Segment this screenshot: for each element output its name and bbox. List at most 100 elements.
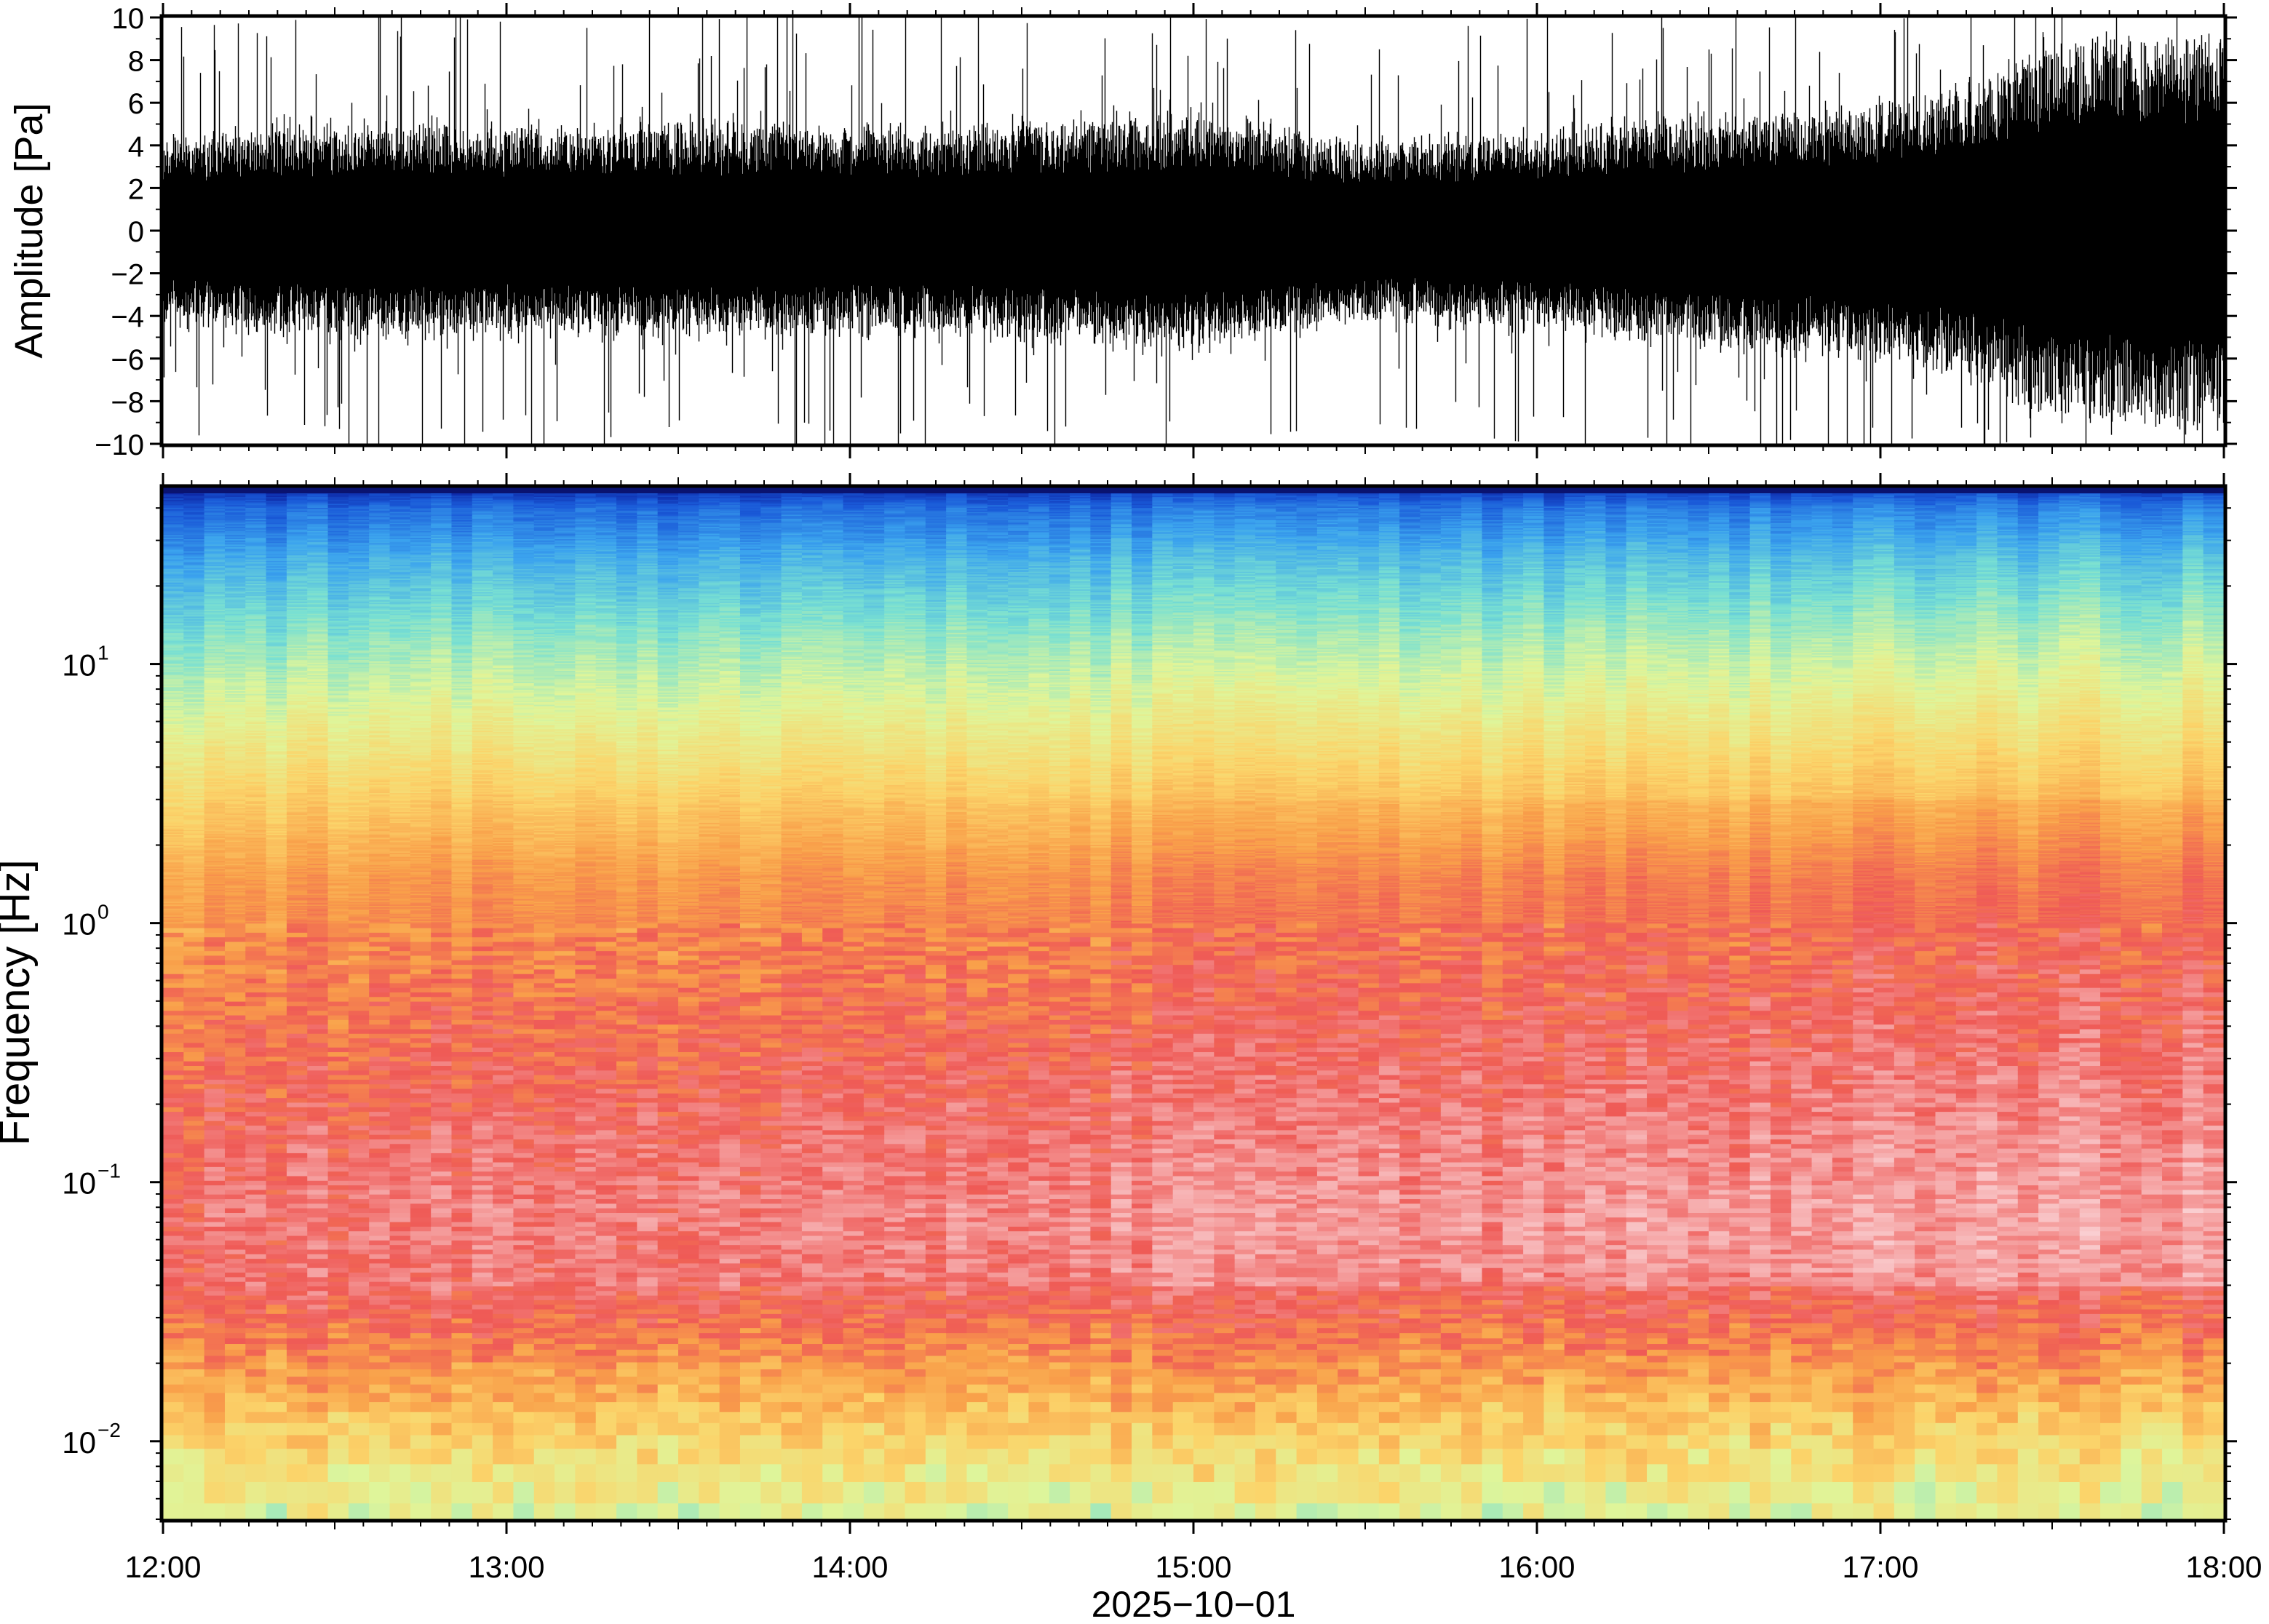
spectrogram-cell — [349, 1135, 370, 1140]
spectrogram-cell — [369, 1029, 390, 1034]
spectrogram-cell — [349, 1296, 370, 1301]
spectrogram-cell — [349, 1181, 370, 1186]
spectrogram-cell — [307, 1080, 328, 1085]
spectrogram-cell — [266, 1464, 287, 1482]
spectrogram-cell — [163, 1310, 184, 1315]
spectrogram-cell — [163, 1016, 184, 1021]
spectrogram-cell — [266, 1296, 287, 1301]
spectrogram-cell — [287, 1080, 308, 1085]
spectrogram-cell — [287, 1245, 308, 1250]
spectrogram-cell — [266, 1350, 287, 1356]
spectrogram-cell — [245, 1222, 266, 1227]
spectrogram-cell — [245, 1333, 266, 1339]
spectrogram-cell — [163, 1217, 184, 1222]
spectrogram-cell — [163, 1135, 184, 1140]
spectrogram-cell — [307, 951, 328, 956]
spectrogram-cell — [287, 1158, 308, 1163]
spectrogram-cell — [287, 1070, 308, 1075]
spectrogram-cell — [245, 1020, 266, 1025]
spectrogram-cell — [183, 1176, 204, 1181]
spectrogram-cell — [266, 988, 287, 993]
spectrogram-cell — [245, 1052, 266, 1057]
spectrogram-cell — [163, 1412, 184, 1424]
spectrogram-cell — [204, 1135, 226, 1140]
spectrogram-cell — [245, 1338, 266, 1344]
spectrogram-cell — [307, 1268, 328, 1273]
spectrogram-cell — [369, 1217, 390, 1222]
spectrogram-cell — [225, 1236, 246, 1241]
spectrogram-panel: 10110010−110−2 12:00 13:00 14:00 15:00 16:00… — [0, 473, 2262, 1624]
spectrogram-cell — [328, 1259, 349, 1264]
spectrogram-cell — [225, 1393, 246, 1403]
spectrogram-cell — [183, 1482, 204, 1504]
spectrogram-cell — [287, 947, 308, 952]
spectrogram-cell — [204, 1130, 226, 1135]
spectrogram-cell — [349, 1167, 370, 1172]
spectrogram-cell — [163, 1344, 184, 1350]
spectrogram-cell — [163, 1163, 184, 1168]
spectrogram-cell — [349, 1199, 370, 1204]
spectrogram-cell — [183, 1185, 204, 1190]
spectrogram-cell — [225, 1222, 246, 1227]
spectrogram-cell — [245, 1209, 266, 1214]
spectrogram-cell — [307, 1149, 328, 1154]
spectrogram-cell — [204, 955, 226, 960]
spectrogram-cell — [163, 997, 184, 1002]
spectrogram-cell — [328, 1286, 349, 1291]
spectrogram-cell — [163, 1062, 184, 1067]
spectrogram-cell — [307, 1089, 328, 1094]
spectrogram-cell — [266, 1338, 287, 1344]
spectrogram-cell — [307, 1282, 328, 1287]
spectrogram-cell — [204, 1393, 226, 1403]
spectrogram-cell — [225, 1291, 246, 1296]
spectrogram-cell — [369, 1377, 390, 1385]
spectrogram-cell — [204, 1171, 226, 1177]
spectrogram-cell — [183, 1011, 204, 1016]
spectrogram-cell — [183, 1084, 204, 1089]
spectrogram-cell — [328, 1075, 349, 1080]
spectrogram-cell — [225, 1112, 246, 1117]
spectrogram-cell — [183, 1449, 204, 1465]
spectrogram-cell — [349, 1213, 370, 1218]
spectrogram-cell — [307, 1236, 328, 1241]
spectrogram-cell — [266, 1043, 287, 1048]
spectrogram-cell — [369, 955, 390, 960]
spectrogram-cell — [204, 1080, 226, 1085]
spectrogram-cell — [369, 1259, 390, 1264]
spectrogram-cell — [163, 1181, 184, 1186]
spectrogram-cell — [349, 1259, 370, 1264]
spectrogram-cell — [287, 1112, 308, 1117]
spectrogram-cell — [163, 1130, 184, 1135]
spectrogram-cell — [349, 1435, 370, 1449]
spectrogram-cell — [266, 1259, 287, 1264]
spectrogram-cell — [204, 1043, 226, 1048]
spectrogram-cell — [183, 1305, 204, 1310]
spectrogram-cell — [163, 1107, 184, 1112]
spectrogram-cell — [225, 979, 246, 984]
spectrogram-cell — [307, 1482, 328, 1504]
spectrogram-cell — [266, 974, 287, 979]
waveform-y-label: Amplitude [Pa] — [7, 103, 51, 358]
spectrogram-cell — [307, 979, 328, 984]
spectrogram-cell — [369, 1102, 390, 1107]
spectrogram-cell — [369, 1296, 390, 1301]
spectrogram-cell — [183, 1203, 204, 1209]
spectrogram-cell — [225, 1011, 246, 1016]
spectrogram-cell — [183, 1163, 204, 1168]
spectrogram-cell — [349, 1066, 370, 1071]
spectrogram-cell — [266, 1369, 287, 1377]
spectrogram-cell — [349, 1130, 370, 1135]
spectrogram-cell — [163, 1199, 184, 1204]
spectrogram-cell — [328, 969, 349, 974]
waveform-y-tick-label: 4 — [128, 131, 144, 163]
spectrogram-cell — [287, 1213, 308, 1218]
spectrogram-cell — [266, 1139, 287, 1145]
spectrogram-cell — [225, 1435, 246, 1449]
spectrogram-cell — [328, 965, 349, 970]
spectrogram-cell — [369, 1333, 390, 1339]
spectrogram-cell — [349, 1449, 370, 1465]
spectrogram-cell — [287, 1296, 308, 1301]
spectrogram-cell — [245, 1412, 266, 1424]
spectrogram-cell — [225, 1149, 246, 1154]
spectrogram-cell — [266, 1024, 287, 1030]
